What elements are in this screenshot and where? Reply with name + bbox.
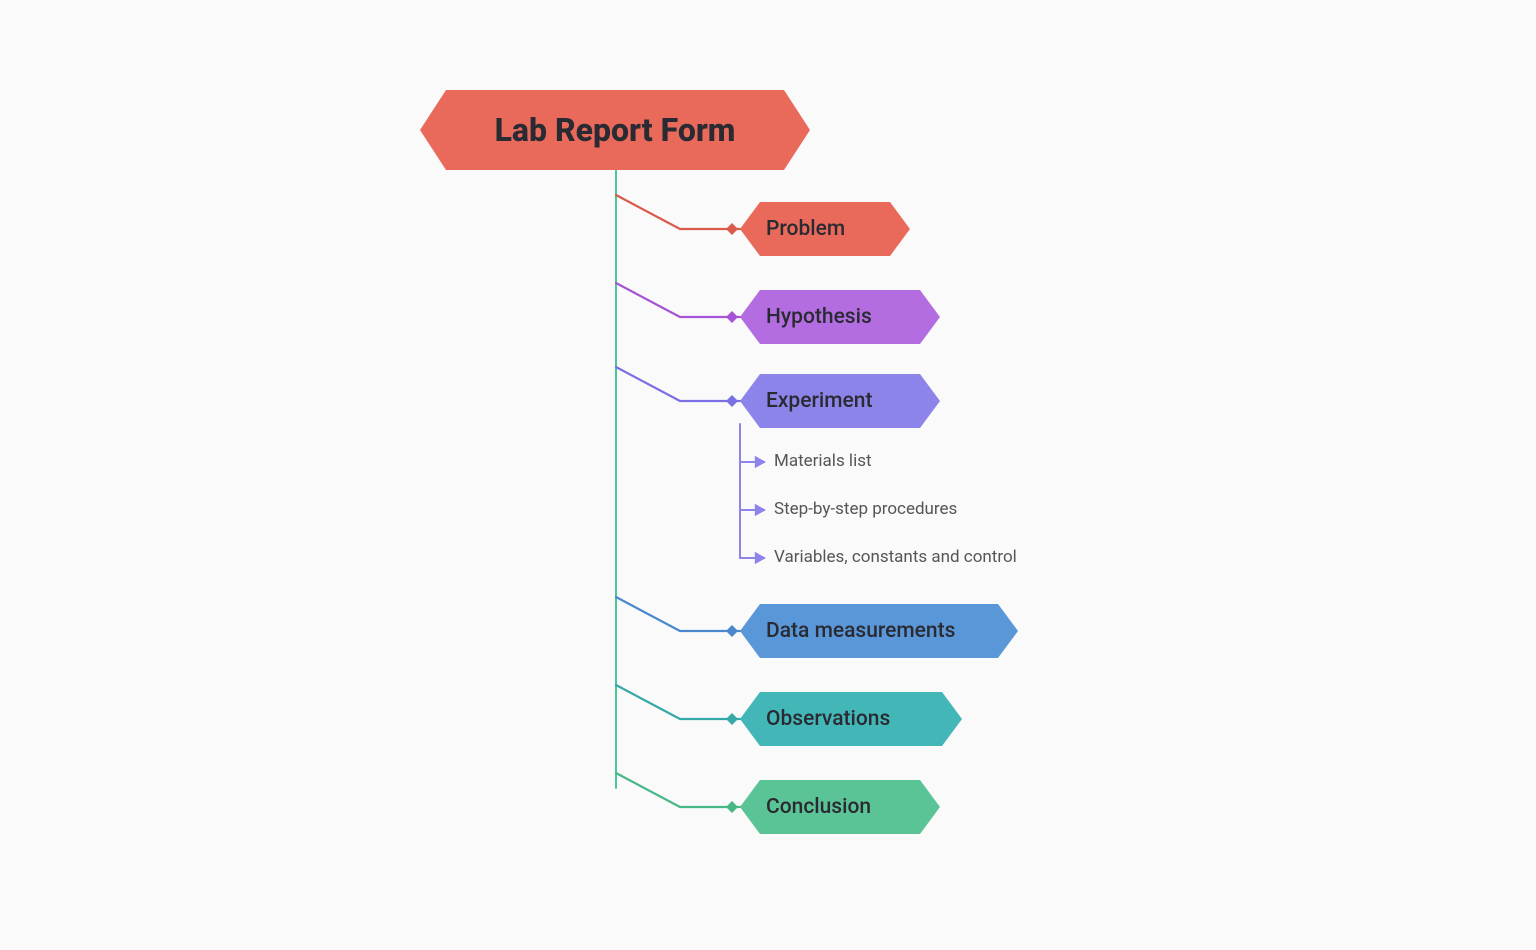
- diagram-stage: Lab Report Form Problem Hypothesis Experime…: [0, 0, 1536, 950]
- root-node-label: Lab Report Form: [495, 111, 736, 149]
- subitem-1: Step-by-step procedures: [774, 499, 957, 519]
- branch-data: Data measurements: [740, 604, 1018, 658]
- branch-conclusion-label: Conclusion: [766, 795, 871, 819]
- subitem-1-label: Step-by-step procedures: [774, 499, 957, 519]
- branch-hypothesis: Hypothesis: [740, 290, 940, 344]
- branch-observations-label: Observations: [766, 707, 890, 731]
- root-node: Lab Report Form: [420, 90, 810, 170]
- subitem-0: Materials list: [774, 451, 872, 471]
- branch-data-label: Data measurements: [766, 619, 955, 643]
- branch-experiment: Experiment: [740, 374, 940, 428]
- branch-observations: Observations: [740, 692, 962, 746]
- branch-hypothesis-label: Hypothesis: [766, 305, 872, 329]
- branch-conclusion: Conclusion: [740, 780, 940, 834]
- branch-problem-label: Problem: [766, 217, 845, 241]
- subitem-2-label: Variables, constants and control: [774, 547, 1017, 567]
- branch-problem: Problem: [740, 202, 910, 256]
- branch-experiment-label: Experiment: [766, 389, 872, 413]
- subitem-2: Variables, constants and control: [774, 547, 1017, 567]
- subitem-0-label: Materials list: [774, 451, 872, 471]
